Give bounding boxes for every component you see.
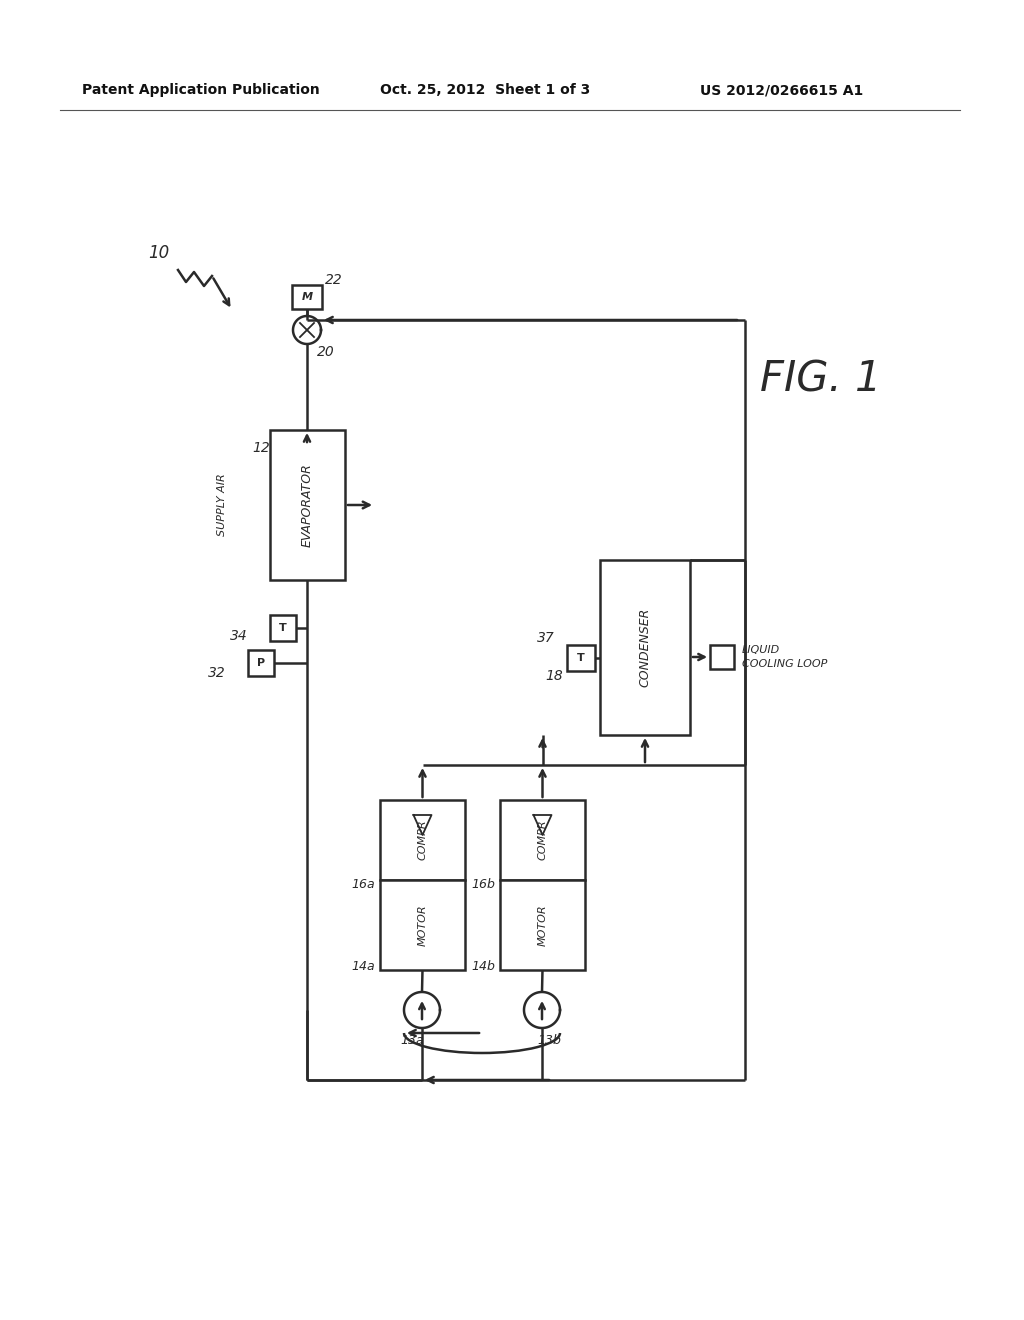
Text: 16a: 16a xyxy=(351,878,375,891)
Text: 10: 10 xyxy=(148,244,169,261)
Text: US 2012/0266615 A1: US 2012/0266615 A1 xyxy=(700,83,863,96)
Bar xyxy=(500,800,585,880)
Bar xyxy=(248,649,274,676)
Text: COMPR: COMPR xyxy=(538,820,548,861)
Text: T: T xyxy=(578,653,585,663)
Text: MOTOR: MOTOR xyxy=(538,904,548,946)
Text: 20: 20 xyxy=(317,345,335,359)
Text: Patent Application Publication: Patent Application Publication xyxy=(82,83,319,96)
Text: P: P xyxy=(257,657,265,668)
Text: 32: 32 xyxy=(208,667,225,680)
Bar xyxy=(380,800,465,880)
Text: 16b: 16b xyxy=(471,878,495,891)
Text: CONDENSER: CONDENSER xyxy=(639,609,651,688)
Text: 14a: 14a xyxy=(351,960,375,973)
Text: T: T xyxy=(280,623,287,634)
Text: Oct. 25, 2012  Sheet 1 of 3: Oct. 25, 2012 Sheet 1 of 3 xyxy=(380,83,590,96)
Text: 13b: 13b xyxy=(537,1034,561,1047)
Text: 13a: 13a xyxy=(400,1034,424,1047)
Text: FIG. 1: FIG. 1 xyxy=(760,359,882,401)
Bar xyxy=(380,880,465,970)
Text: MOTOR: MOTOR xyxy=(418,904,427,946)
Text: 22: 22 xyxy=(325,273,343,286)
Text: 37: 37 xyxy=(537,631,555,645)
Bar xyxy=(292,285,322,309)
Text: M: M xyxy=(301,292,312,302)
Bar xyxy=(710,645,734,669)
Text: LIQUID
COOLING LOOP: LIQUID COOLING LOOP xyxy=(742,645,827,669)
Text: COMPR: COMPR xyxy=(418,820,427,861)
Text: 12: 12 xyxy=(252,441,269,455)
Bar xyxy=(270,430,345,579)
Text: EVAPORATOR: EVAPORATOR xyxy=(301,463,314,546)
Text: SUPPLY AIR: SUPPLY AIR xyxy=(217,474,227,536)
Bar xyxy=(500,880,585,970)
Bar xyxy=(270,615,296,642)
Bar xyxy=(567,645,595,671)
Text: 18: 18 xyxy=(545,669,563,682)
Text: 14b: 14b xyxy=(471,960,495,973)
Bar xyxy=(600,560,690,735)
Text: 34: 34 xyxy=(230,630,248,643)
